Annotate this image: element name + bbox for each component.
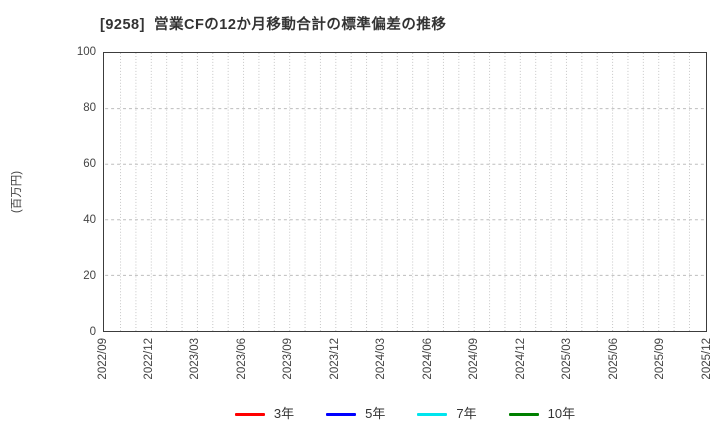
gridlines [105,53,705,331]
legend-label: 3年 [273,406,295,421]
x-tick-label: 2024/12 [514,338,527,380]
y-axis-label: (百万円) [11,170,23,214]
chart-title: [9258] 営業CFの12か月移動合計の標準偏差の推移 [100,17,447,33]
x-tick-label: 2024/03 [375,338,388,380]
legend-item: 5年 [326,407,385,421]
y-tick-label: 60 [83,157,96,170]
legend-label: 10年 [547,406,576,421]
legend-line-icon [234,412,265,416]
x-tick-label: 2024/06 [421,338,434,380]
x-tick-label: 2023/03 [189,338,202,380]
legend-label: 7年 [456,406,477,421]
x-tick-label: 2025/12 [700,338,713,380]
x-tick-label: 2022/09 [96,338,109,380]
y-tick-label: 100 [76,45,96,58]
legend-item: 3年 [234,406,295,421]
x-tick-label: 2025/03 [561,338,574,380]
x-tick-label: 2025/06 [607,338,620,380]
x-tick-label: 2022/12 [142,338,155,380]
x-tick-label: 2024/09 [468,338,481,380]
y-tick-label: 40 [83,213,96,226]
y-tick-label: 20 [83,269,96,282]
y-tick-label: 0 [89,325,96,338]
legend-item: 7年 [417,406,477,421]
x-tick-label: 2025/09 [654,338,667,380]
legend-line-icon [326,412,357,416]
legend-line-icon [508,412,539,416]
legend-label: 5年 [365,406,386,421]
legend-line-icon [417,412,448,416]
x-tick-label: 2023/06 [235,338,248,380]
legend-item: 10年 [508,406,576,421]
plot-area [103,52,707,332]
legend: 3年 5年 7年 10年 [103,402,707,426]
y-tick-label: 80 [83,101,96,114]
x-tick-label: 2023/12 [328,338,341,380]
x-tick-label: 2023/09 [282,338,295,380]
